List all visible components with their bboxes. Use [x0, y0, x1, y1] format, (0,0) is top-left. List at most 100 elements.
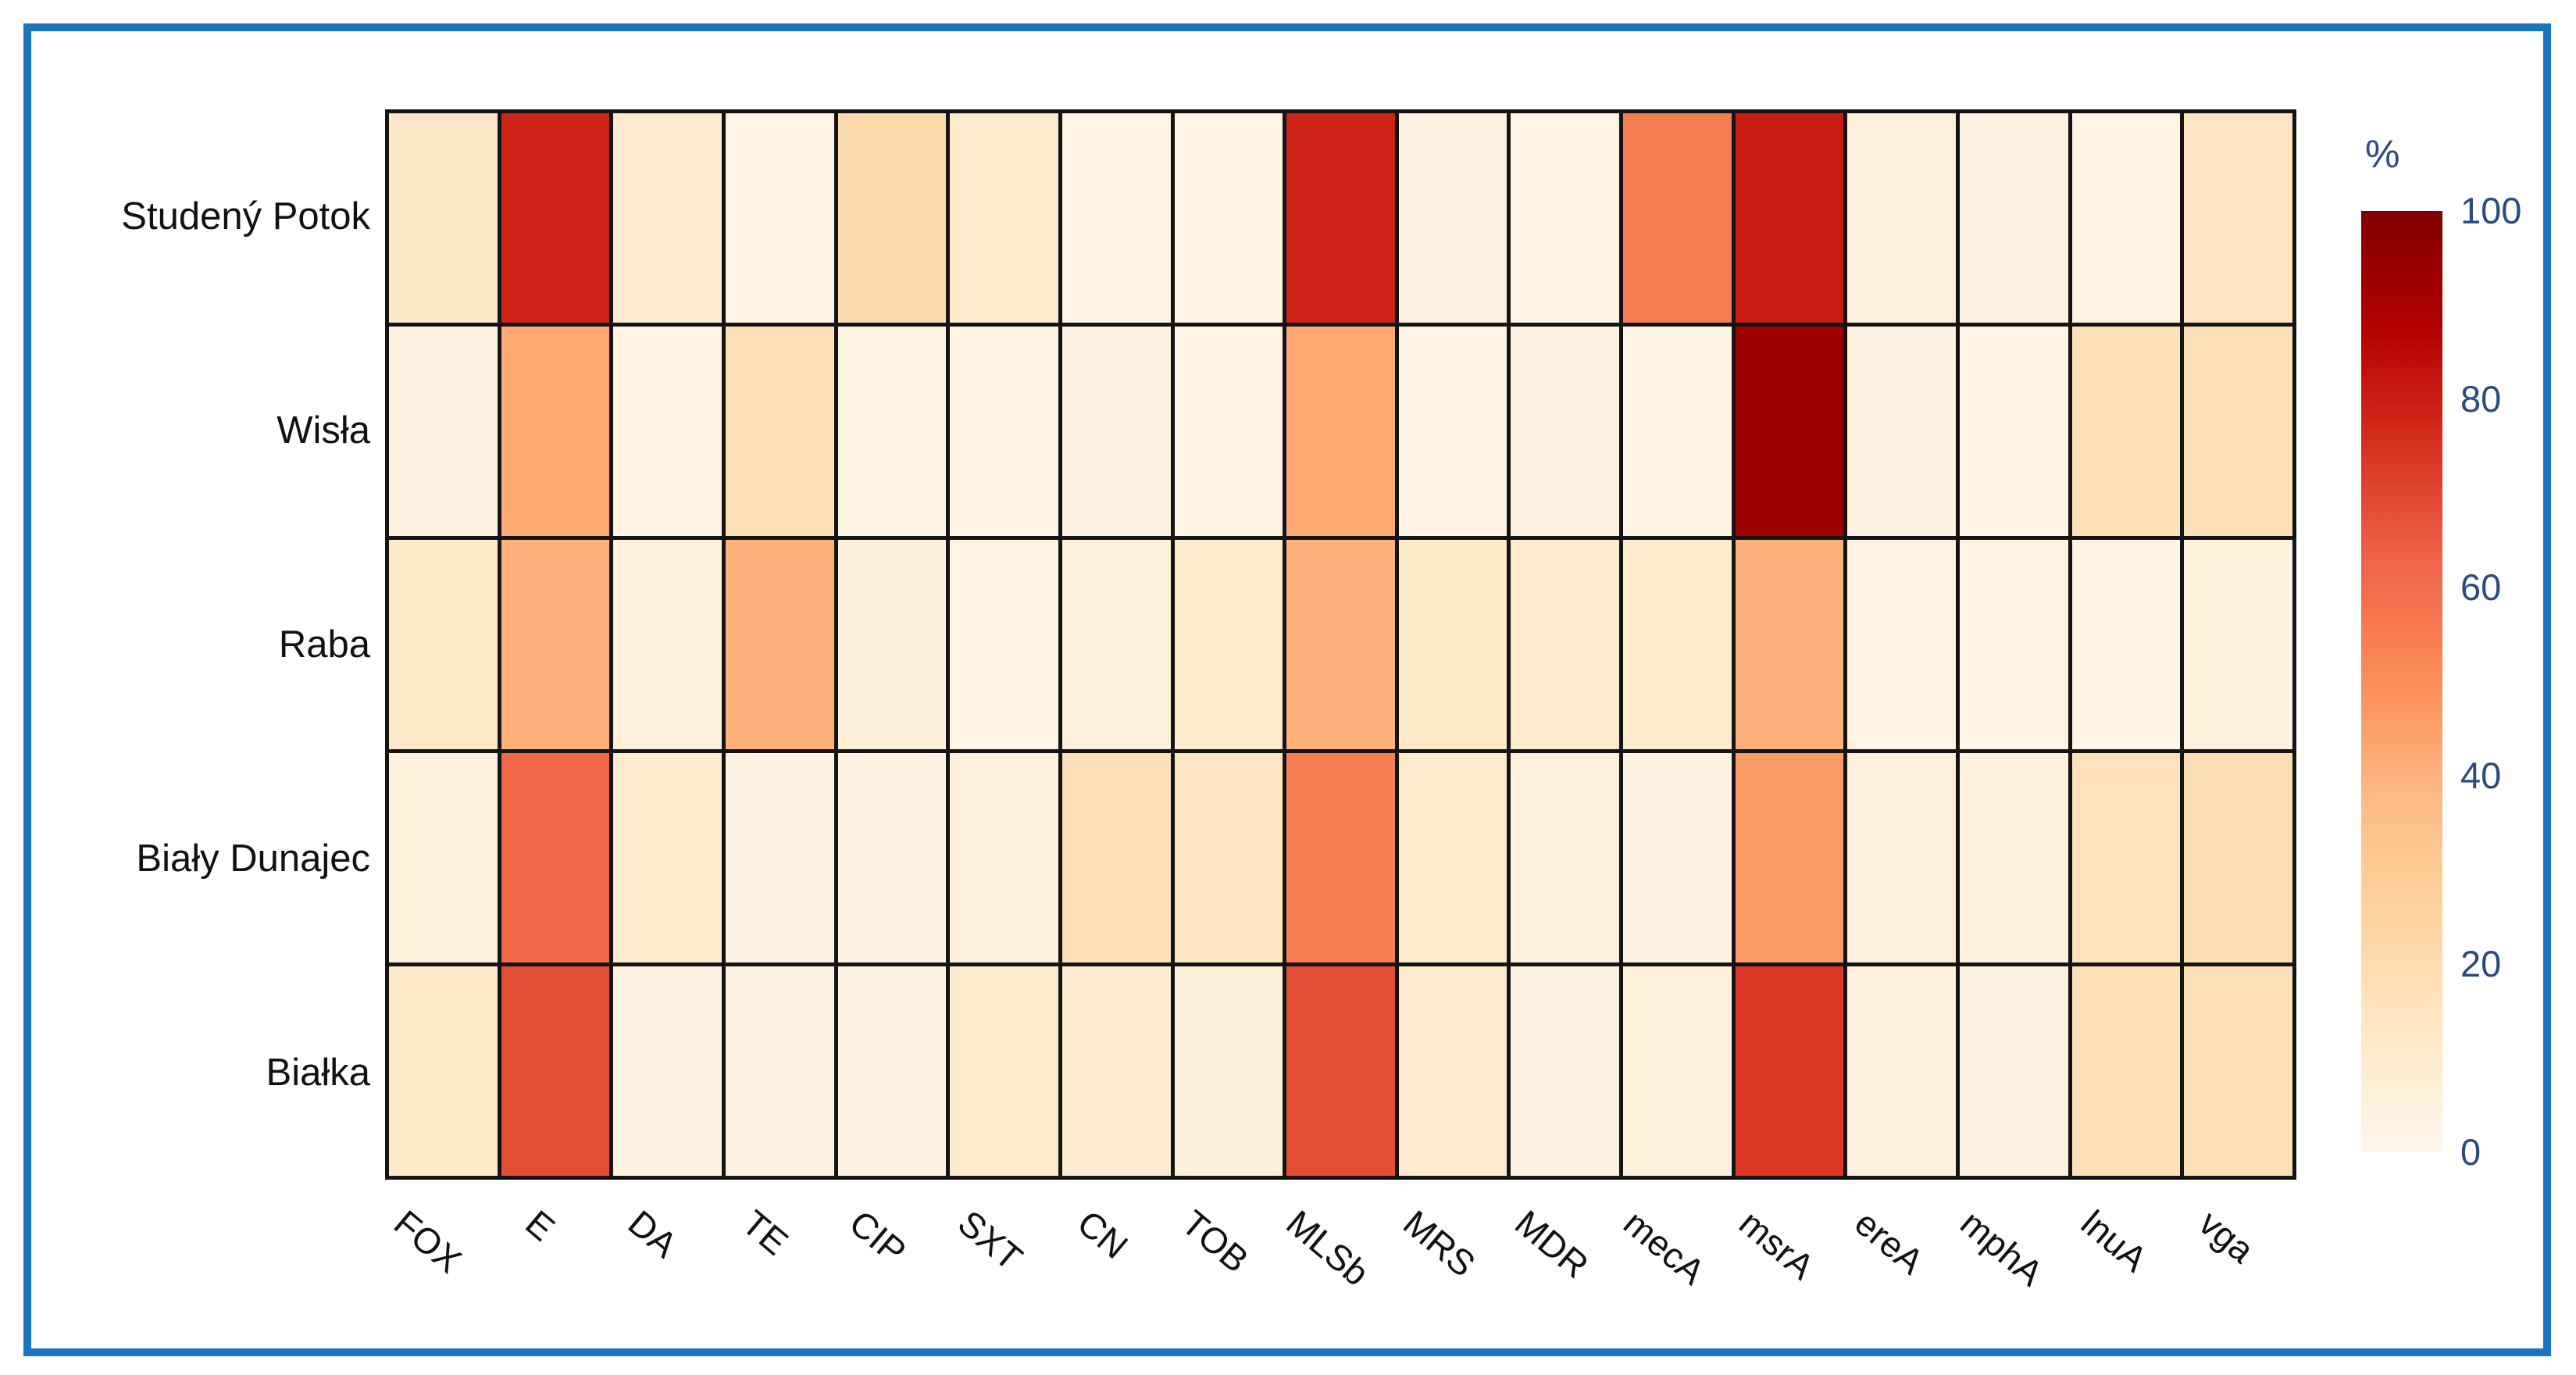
heatmap-cell[interactable]: [613, 327, 722, 536]
y-axis-label: Biały Dunajec: [136, 838, 370, 880]
heatmap-cell[interactable]: [2184, 540, 2292, 749]
heatmap-cell[interactable]: [837, 327, 947, 536]
heatmap-cell[interactable]: [2071, 113, 2181, 323]
heatmap-cell[interactable]: [1847, 327, 1957, 536]
heatmap-cell[interactable]: [725, 753, 834, 962]
heatmap-cell[interactable]: [1398, 966, 1507, 1176]
heatmap-cell[interactable]: [1623, 327, 1732, 536]
heatmap-cell[interactable]: [1398, 327, 1507, 536]
heatmap-cell[interactable]: [950, 753, 1058, 962]
heatmap-cell[interactable]: [1398, 540, 1507, 749]
heatmap-cell[interactable]: [1174, 113, 1283, 323]
colorbar-title: %: [2365, 132, 2400, 176]
heatmap-cell[interactable]: [1174, 540, 1283, 749]
heatmap-cell[interactable]: [1960, 327, 2068, 536]
heatmap-cell[interactable]: [501, 113, 610, 323]
heatmap-cell[interactable]: [1735, 753, 1844, 962]
heatmap-cell[interactable]: [1286, 540, 1395, 749]
heatmap-cell[interactable]: [389, 327, 498, 536]
heatmap-cell[interactable]: [613, 540, 722, 749]
heatmap-cell[interactable]: [725, 540, 834, 749]
heatmap-cell[interactable]: [837, 113, 947, 323]
heatmap-cell[interactable]: [1960, 113, 2068, 323]
y-axis-label: Białka: [266, 1052, 370, 1094]
x-axis-label: DA: [620, 1202, 685, 1266]
heatmap-cell[interactable]: [950, 540, 1058, 749]
heatmap-cell[interactable]: [389, 113, 498, 323]
heatmap-cell[interactable]: [613, 966, 722, 1176]
heatmap-cell[interactable]: [1174, 966, 1283, 1176]
x-axis-label: SXT: [950, 1202, 1030, 1279]
heatmap-cell[interactable]: [1735, 113, 1844, 323]
heatmap-cell[interactable]: [2071, 327, 2181, 536]
heatmap-cell[interactable]: [1847, 540, 1957, 749]
heatmap-cell[interactable]: [1061, 113, 1171, 323]
heatmap-cell[interactable]: [1511, 113, 1620, 323]
heatmap-cell[interactable]: [1735, 966, 1844, 1176]
heatmap-cell[interactable]: [1511, 753, 1620, 962]
heatmap-cell[interactable]: [389, 966, 498, 1176]
heatmap-cell[interactable]: [837, 540, 947, 749]
colorbar-tick-label: 0: [2460, 1131, 2481, 1173]
heatmap-cell[interactable]: [501, 753, 610, 962]
heatmap-cell[interactable]: [1061, 327, 1171, 536]
heatmap-cell[interactable]: [2184, 113, 2292, 323]
x-axis-label: CN: [1069, 1202, 1136, 1267]
heatmap-cell[interactable]: [2184, 966, 2292, 1176]
heatmap-cell[interactable]: [725, 966, 834, 1176]
heatmap-cell[interactable]: [1960, 966, 2068, 1176]
heatmap-cell[interactable]: [1061, 540, 1171, 749]
heatmap-cell[interactable]: [1174, 753, 1283, 962]
heatmap-cell[interactable]: [501, 327, 610, 536]
heatmap-cell[interactable]: [1511, 540, 1620, 749]
heatmap-cell[interactable]: [725, 113, 834, 323]
heatmap-cell[interactable]: [389, 540, 498, 749]
heatmap-cell[interactable]: [2071, 753, 2181, 962]
x-axis-label: TE: [734, 1202, 796, 1263]
heatmap-cell[interactable]: [1511, 966, 1620, 1176]
heatmap-cell[interactable]: [1286, 753, 1395, 962]
heatmap-cell[interactable]: [837, 753, 947, 962]
heatmap-cell[interactable]: [1623, 966, 1732, 1176]
heatmap-cell[interactable]: [1623, 753, 1732, 962]
y-axis-label: Raba: [278, 623, 370, 666]
heatmap-cell[interactable]: [1960, 753, 2068, 962]
heatmap-cell[interactable]: [1960, 540, 2068, 749]
x-axis-label: FOX: [386, 1202, 469, 1281]
x-axis-label: E: [518, 1202, 563, 1249]
x-axis-label: CIP: [841, 1202, 914, 1272]
heatmap-cell[interactable]: [1511, 327, 1620, 536]
heatmap-cell[interactable]: [389, 753, 498, 962]
colorbar-tick-label: 60: [2460, 566, 2502, 608]
heatmap-cell[interactable]: [613, 113, 722, 323]
heatmap-cell[interactable]: [2071, 966, 2181, 1176]
heatmap-cell[interactable]: [1623, 113, 1732, 323]
heatmap-cell[interactable]: [1847, 966, 1957, 1176]
colorbar-tick-label: 100: [2460, 190, 2522, 231]
heatmap-cell[interactable]: [2071, 540, 2181, 749]
heatmap-cell[interactable]: [1735, 327, 1844, 536]
heatmap-cell[interactable]: [950, 113, 1058, 323]
heatmap-cell[interactable]: [501, 540, 610, 749]
heatmap-cell[interactable]: [1061, 753, 1171, 962]
heatmap-cell[interactable]: [2184, 327, 2292, 536]
heatmap-cell[interactable]: [1847, 753, 1957, 962]
heatmap-cell[interactable]: [1286, 113, 1395, 323]
heatmap-cell[interactable]: [837, 966, 947, 1176]
heatmap-cell[interactable]: [2184, 753, 2292, 962]
y-axis-label: Studený Potok: [121, 195, 370, 238]
heatmap-cell[interactable]: [1398, 113, 1507, 323]
heatmap-cell[interactable]: [1398, 753, 1507, 962]
heatmap-cell[interactable]: [725, 327, 834, 536]
heatmap-cell[interactable]: [1286, 966, 1395, 1176]
heatmap-cell[interactable]: [1735, 540, 1844, 749]
heatmap-cell[interactable]: [1847, 113, 1957, 323]
heatmap-cell[interactable]: [1061, 966, 1171, 1176]
heatmap-cell[interactable]: [1174, 327, 1283, 536]
heatmap-cell[interactable]: [1286, 327, 1395, 536]
heatmap-cell[interactable]: [950, 327, 1058, 536]
heatmap-cell[interactable]: [613, 753, 722, 962]
heatmap-cell[interactable]: [501, 966, 610, 1176]
heatmap-cell[interactable]: [1623, 540, 1732, 749]
heatmap-cell[interactable]: [950, 966, 1058, 1176]
